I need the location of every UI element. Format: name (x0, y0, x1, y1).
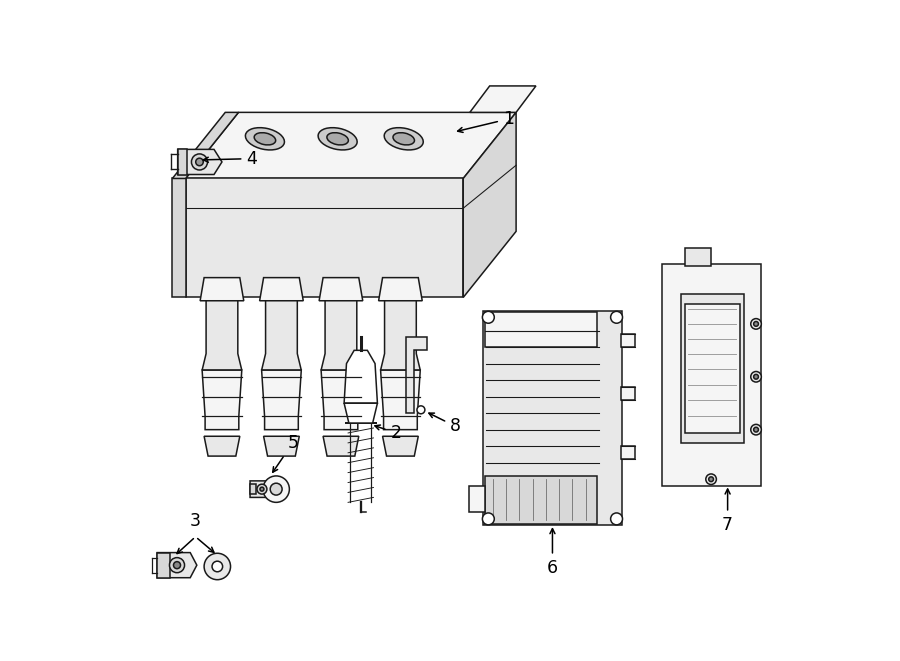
Polygon shape (321, 297, 361, 370)
Polygon shape (173, 178, 185, 297)
Circle shape (753, 427, 759, 432)
Polygon shape (264, 436, 300, 456)
Polygon shape (177, 149, 222, 175)
Text: 5: 5 (273, 434, 299, 472)
Circle shape (751, 424, 761, 435)
Bar (681, 294, 744, 443)
Bar (685, 304, 740, 433)
Polygon shape (200, 278, 244, 301)
Circle shape (204, 553, 230, 580)
Polygon shape (464, 112, 516, 297)
Text: 7: 7 (722, 489, 734, 533)
Circle shape (270, 483, 282, 495)
Circle shape (260, 487, 264, 491)
Polygon shape (321, 370, 361, 430)
Circle shape (192, 154, 208, 170)
Polygon shape (202, 297, 242, 370)
Ellipse shape (246, 128, 284, 150)
Polygon shape (259, 278, 303, 301)
Ellipse shape (327, 133, 348, 145)
Ellipse shape (384, 128, 423, 150)
Circle shape (263, 476, 290, 502)
Polygon shape (344, 403, 377, 423)
Bar (620, 334, 635, 347)
Polygon shape (470, 86, 536, 112)
Polygon shape (406, 337, 427, 413)
Bar (485, 476, 597, 524)
Text: 3: 3 (190, 512, 201, 530)
Polygon shape (379, 278, 422, 301)
Text: 6: 6 (547, 529, 558, 576)
Circle shape (482, 311, 494, 323)
Circle shape (195, 158, 203, 166)
Bar (483, 311, 622, 525)
Polygon shape (381, 297, 420, 370)
Ellipse shape (318, 128, 357, 150)
Bar (685, 248, 711, 266)
Bar (485, 312, 597, 347)
Polygon shape (204, 436, 239, 456)
Polygon shape (382, 436, 418, 456)
Ellipse shape (254, 133, 275, 145)
Circle shape (610, 311, 623, 323)
Polygon shape (202, 370, 242, 430)
Polygon shape (158, 553, 170, 578)
Circle shape (753, 374, 759, 379)
Ellipse shape (393, 133, 415, 145)
Circle shape (417, 406, 425, 414)
Circle shape (751, 319, 761, 329)
Polygon shape (320, 278, 363, 301)
Circle shape (169, 558, 184, 572)
Polygon shape (177, 149, 187, 175)
Polygon shape (185, 112, 516, 178)
Polygon shape (344, 350, 377, 403)
Bar (469, 486, 485, 512)
Text: 2: 2 (375, 424, 401, 442)
Circle shape (706, 474, 716, 485)
Circle shape (708, 477, 714, 482)
Circle shape (482, 513, 494, 525)
Bar (620, 446, 635, 459)
Text: 8: 8 (429, 413, 461, 436)
Polygon shape (323, 436, 359, 456)
Circle shape (257, 484, 267, 494)
Polygon shape (158, 553, 197, 578)
Polygon shape (173, 112, 238, 178)
Polygon shape (250, 481, 280, 497)
Bar (620, 387, 635, 400)
Circle shape (610, 513, 623, 525)
Bar (662, 264, 760, 486)
Polygon shape (381, 370, 420, 430)
Circle shape (212, 561, 222, 572)
Polygon shape (250, 484, 256, 494)
Polygon shape (185, 178, 464, 297)
Text: 1: 1 (458, 110, 514, 132)
Circle shape (753, 321, 759, 327)
Polygon shape (262, 370, 302, 430)
Circle shape (751, 371, 761, 382)
Text: 4: 4 (203, 149, 257, 168)
Circle shape (174, 562, 181, 568)
Polygon shape (262, 297, 302, 370)
